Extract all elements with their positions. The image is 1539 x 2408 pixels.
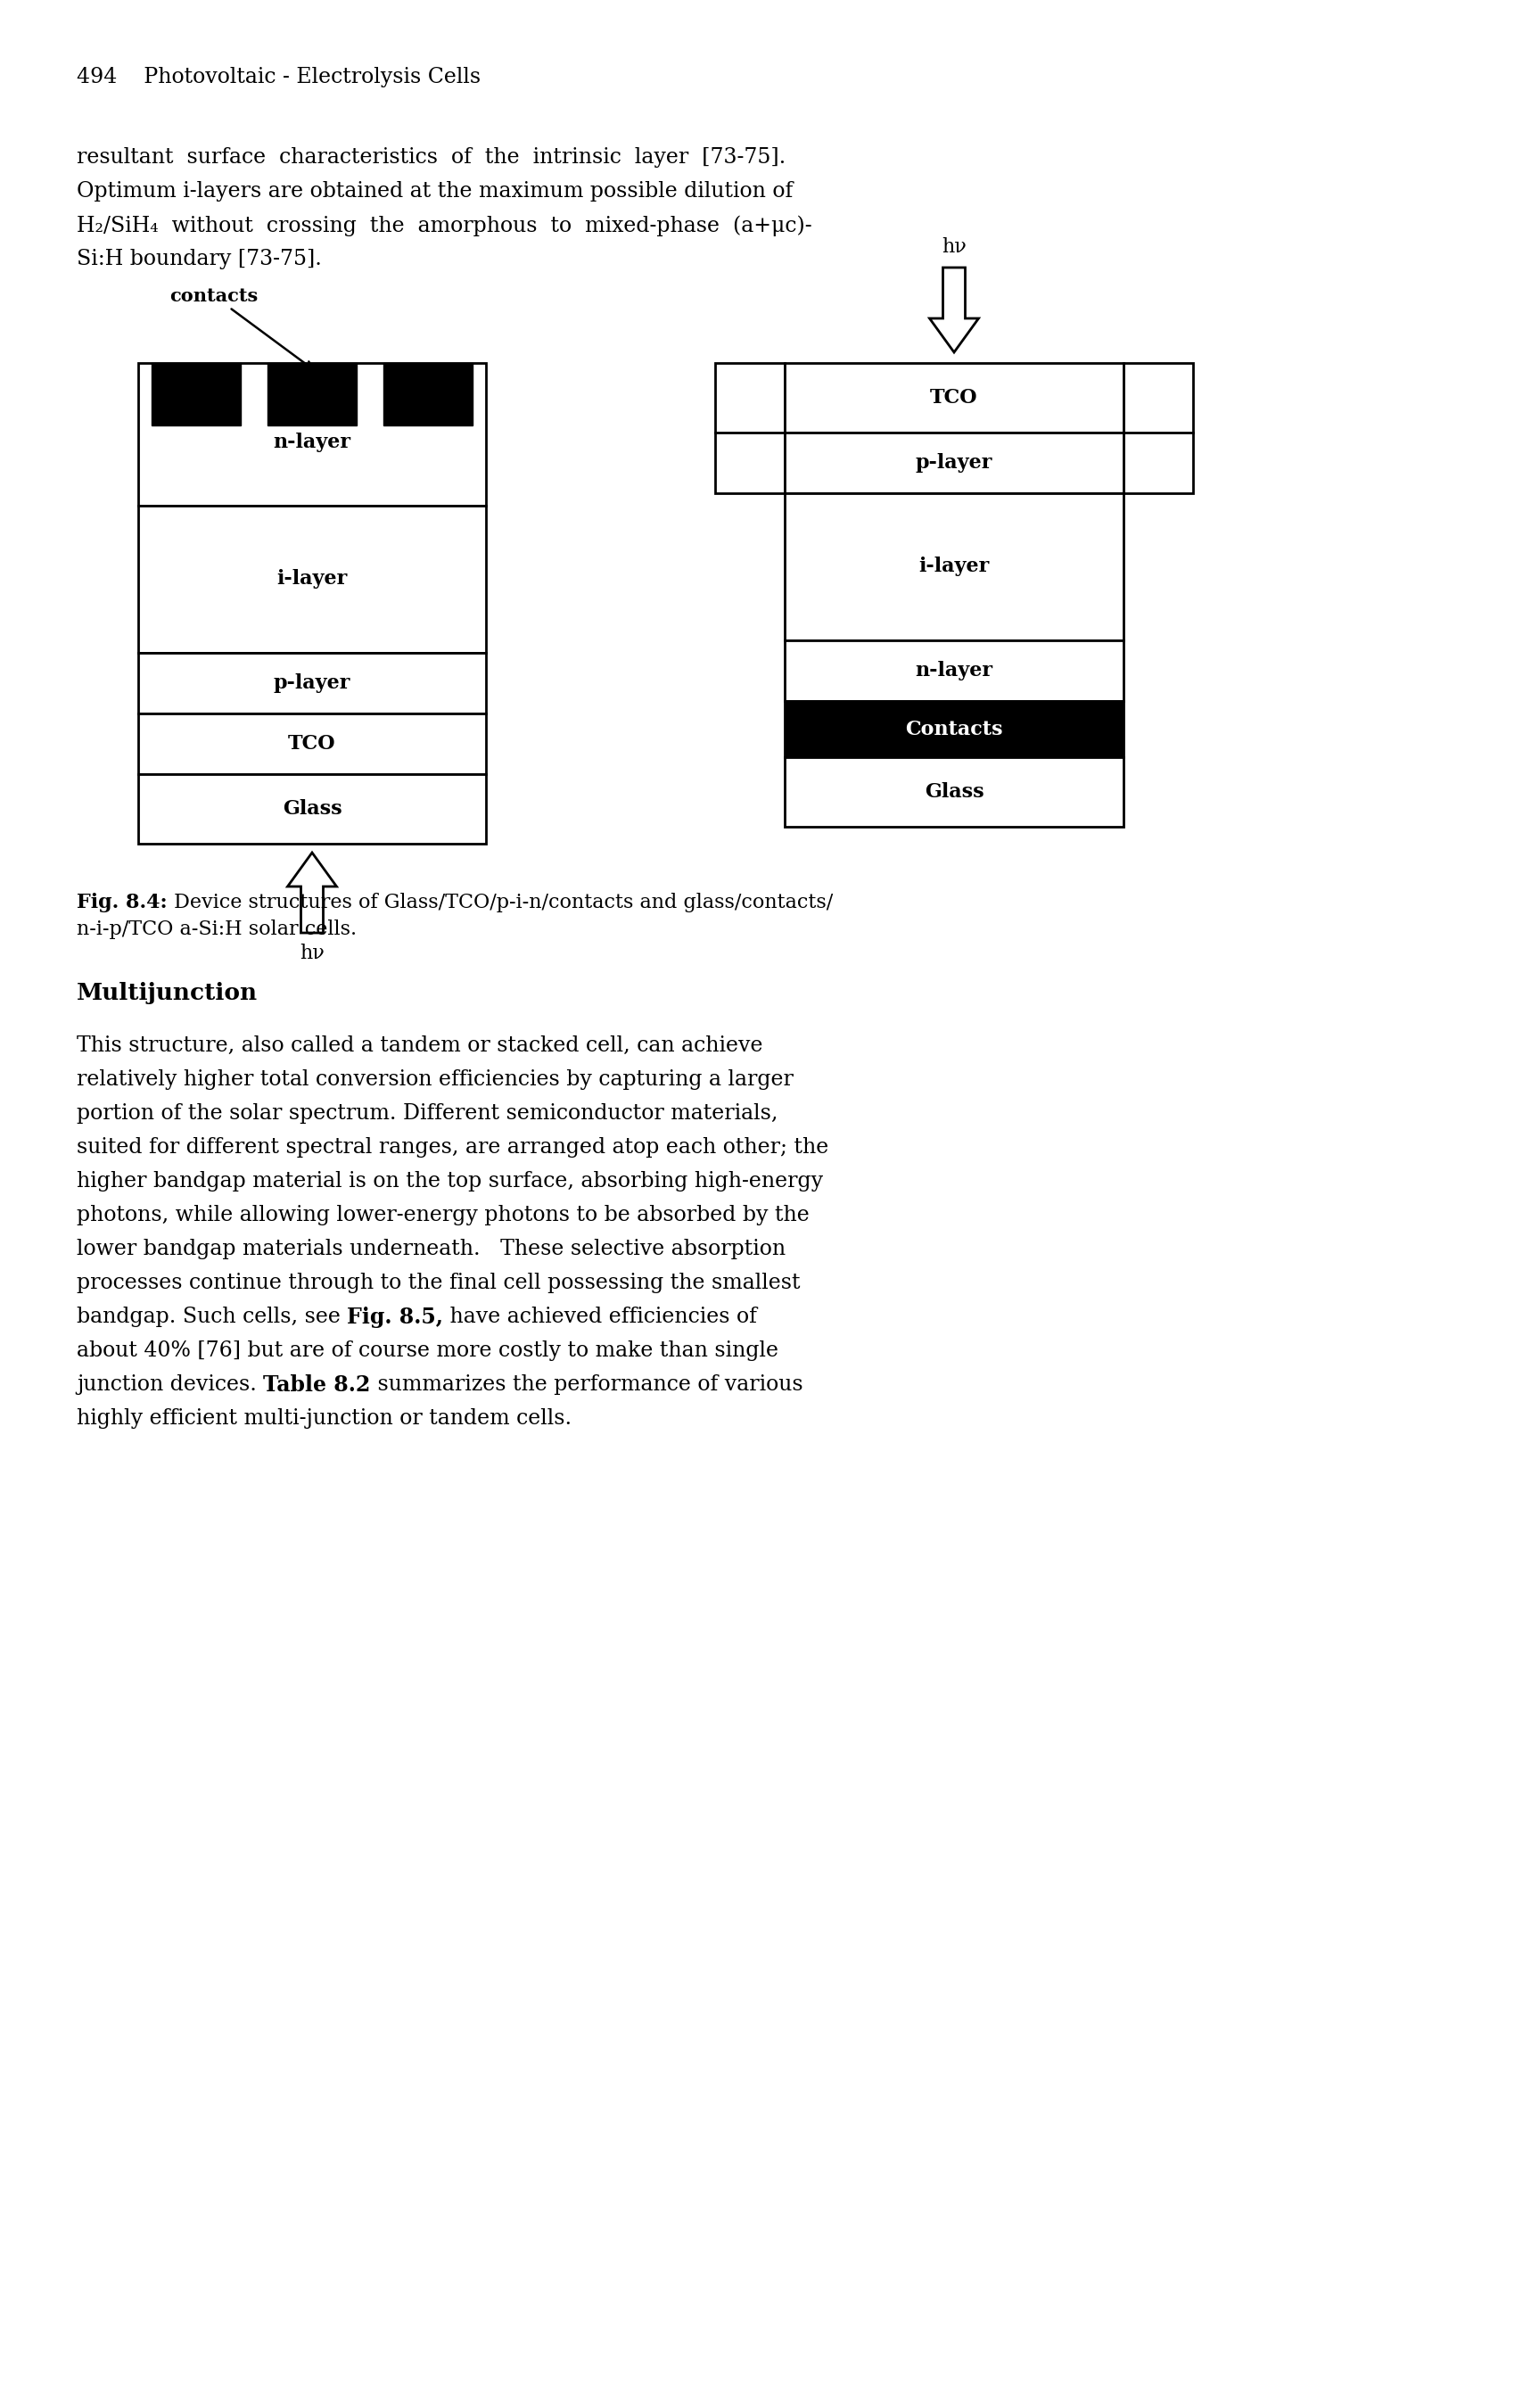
Text: Glass: Glass [282, 799, 342, 819]
Text: highly efficient multi-junction or tandem cells.: highly efficient multi-junction or tande… [77, 1409, 571, 1428]
Text: Contacts: Contacts [905, 720, 1003, 739]
Bar [139, 364, 486, 506]
Text: about 40% [76] but are of course more costly to make than single: about 40% [76] but are of course more co… [77, 1341, 779, 1361]
Bar [785, 701, 1123, 756]
Bar [383, 364, 472, 426]
Bar [785, 364, 1123, 433]
Bar [785, 494, 1123, 641]
Text: higher bandgap material is on the top surface, absorbing high-energy: higher bandgap material is on the top su… [77, 1170, 823, 1192]
Bar [139, 773, 486, 843]
Bar [139, 713, 486, 773]
Text: Multijunction: Multijunction [77, 982, 259, 1004]
Bar [1123, 364, 1193, 494]
Text: Glass: Glass [925, 783, 983, 802]
Text: bandgap. Such cells, see: bandgap. Such cells, see [77, 1308, 348, 1327]
Bar [785, 641, 1123, 701]
Text: hν: hν [300, 944, 325, 963]
Text: resultant  surface  characteristics  of  the  intrinsic  layer  [73-75].: resultant surface characteristics of the… [77, 147, 786, 169]
Text: n-layer: n-layer [274, 433, 351, 453]
Bar [716, 364, 785, 494]
FancyArrow shape [288, 852, 337, 932]
Text: p-layer: p-layer [916, 453, 993, 472]
Text: portion of the solar spectrum. Different semiconductor materials,: portion of the solar spectrum. Different… [77, 1103, 779, 1125]
Bar [785, 433, 1123, 494]
Text: hν: hν [942, 238, 966, 258]
Text: suited for different spectral ranges, are arranged atop each other; the: suited for different spectral ranges, ar… [77, 1137, 828, 1158]
Text: i-layer: i-layer [277, 568, 348, 590]
Bar [151, 364, 240, 426]
Bar [139, 506, 486, 653]
Text: photons, while allowing lower-energy photons to be absorbed by the: photons, while allowing lower-energy pho… [77, 1204, 810, 1226]
Text: This structure, also called a tandem or stacked cell, can achieve: This structure, also called a tandem or … [77, 1035, 763, 1057]
Text: Si:H boundary [73-75].: Si:H boundary [73-75]. [77, 248, 322, 270]
Text: TCO: TCO [930, 388, 977, 407]
Text: contacts: contacts [169, 287, 312, 368]
Text: n-layer: n-layer [916, 660, 993, 681]
Text: p-layer: p-layer [274, 674, 351, 694]
FancyArrow shape [930, 267, 979, 352]
Text: Device structures of Glass/TCO/p-i-n/contacts and glass/contacts/: Device structures of Glass/TCO/p-i-n/con… [168, 893, 833, 913]
Text: summarizes the performance of various: summarizes the performance of various [371, 1375, 803, 1394]
Bar [139, 653, 486, 713]
Bar [268, 364, 357, 426]
Text: TCO: TCO [288, 734, 336, 754]
Text: lower bandgap materials underneath.   These selective absorption: lower bandgap materials underneath. Thes… [77, 1238, 786, 1259]
Text: processes continue through to the final cell possessing the smallest: processes continue through to the final … [77, 1274, 800, 1293]
Text: H₂/SiH₄  without  crossing  the  amorphous  to  mixed-phase  (a+μc)-: H₂/SiH₄ without crossing the amorphous t… [77, 214, 813, 236]
Text: i-layer: i-layer [919, 556, 990, 576]
Text: 494    Photovoltaic - Electrolysis Cells: 494 Photovoltaic - Electrolysis Cells [77, 67, 480, 87]
Text: junction devices.: junction devices. [77, 1375, 263, 1394]
Text: relatively higher total conversion efficiencies by capturing a larger: relatively higher total conversion effic… [77, 1069, 794, 1091]
Text: Table 8.2: Table 8.2 [263, 1375, 371, 1397]
Text: Fig. 8.4:: Fig. 8.4: [77, 893, 168, 913]
Text: n-i-p/TCO a-Si:H solar cells.: n-i-p/TCO a-Si:H solar cells. [77, 920, 357, 939]
Text: Optimum i-layers are obtained at the maximum possible dilution of: Optimum i-layers are obtained at the max… [77, 181, 793, 202]
Text: have achieved efficiencies of: have achieved efficiencies of [443, 1308, 757, 1327]
Bar [785, 756, 1123, 826]
Text: Fig. 8.5,: Fig. 8.5, [348, 1308, 443, 1327]
